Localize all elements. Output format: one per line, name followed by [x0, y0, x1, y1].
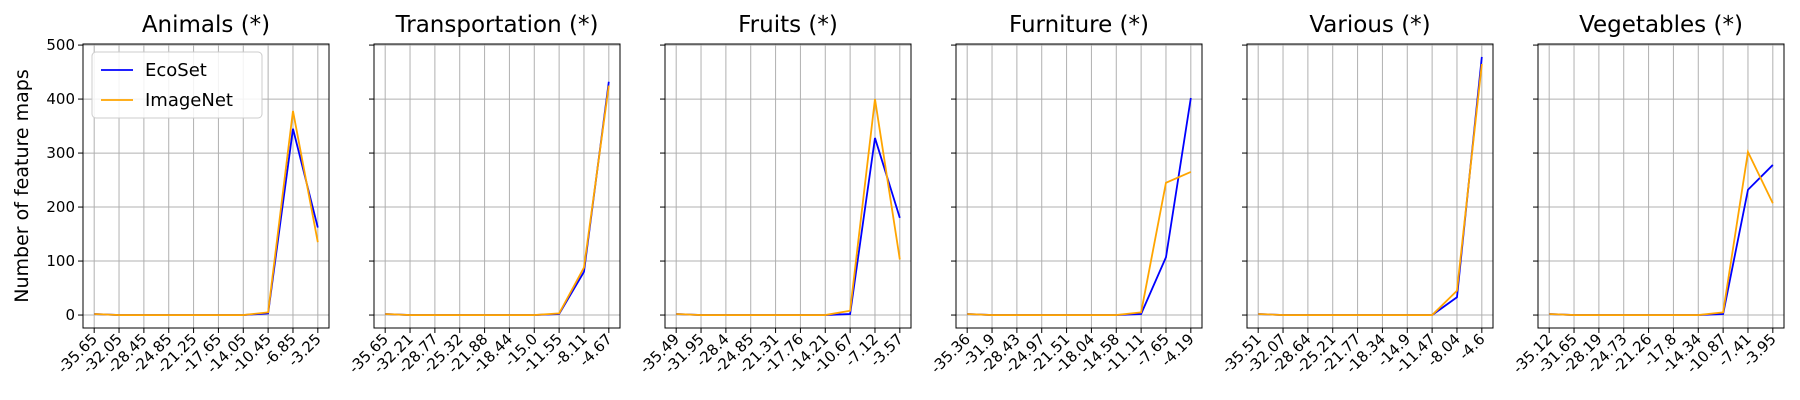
series-line: [94, 110, 319, 316]
axes-frame: [664, 43, 912, 329]
series-line: [1549, 164, 1774, 316]
legend-label: ImageNet: [145, 90, 233, 111]
series-line: [385, 85, 610, 316]
y-tick-label: 0: [65, 306, 75, 324]
series-line: [1258, 63, 1483, 316]
y-tick-label: 100: [46, 252, 75, 270]
legend-label: EcoSet: [145, 60, 207, 81]
chart-title: Various (*): [1309, 12, 1430, 38]
chart-title: Vegetables (*): [1579, 12, 1743, 38]
axes-frame: [373, 43, 621, 329]
chart-title: Transportation (*): [395, 12, 599, 38]
series-line: [967, 97, 1192, 316]
y-tick-label: 500: [46, 36, 75, 54]
series-line: [1258, 56, 1483, 316]
x-tick-label: -4.6: [1455, 330, 1488, 363]
y-tick-label: 300: [46, 144, 75, 162]
y-tick-label: 200: [46, 198, 75, 216]
axes-frame: [955, 43, 1203, 329]
y-axis-label: Number of feature maps: [11, 69, 33, 302]
axes-frame: [1246, 43, 1494, 329]
chart-title: Fruits (*): [738, 12, 838, 38]
series-line: [676, 137, 901, 316]
series-line: [967, 171, 1192, 316]
axes-frame: [82, 43, 330, 329]
series-line: [385, 81, 610, 316]
chart-title: Animals (*): [142, 12, 270, 38]
chart-title: Furniture (*): [1009, 12, 1149, 38]
axes-frame: [1537, 43, 1785, 329]
legend-box: [91, 51, 263, 119]
y-tick-label: 400: [46, 90, 75, 108]
series-line: [94, 128, 319, 316]
series-line: [676, 98, 901, 316]
series-line: [1549, 148, 1774, 316]
